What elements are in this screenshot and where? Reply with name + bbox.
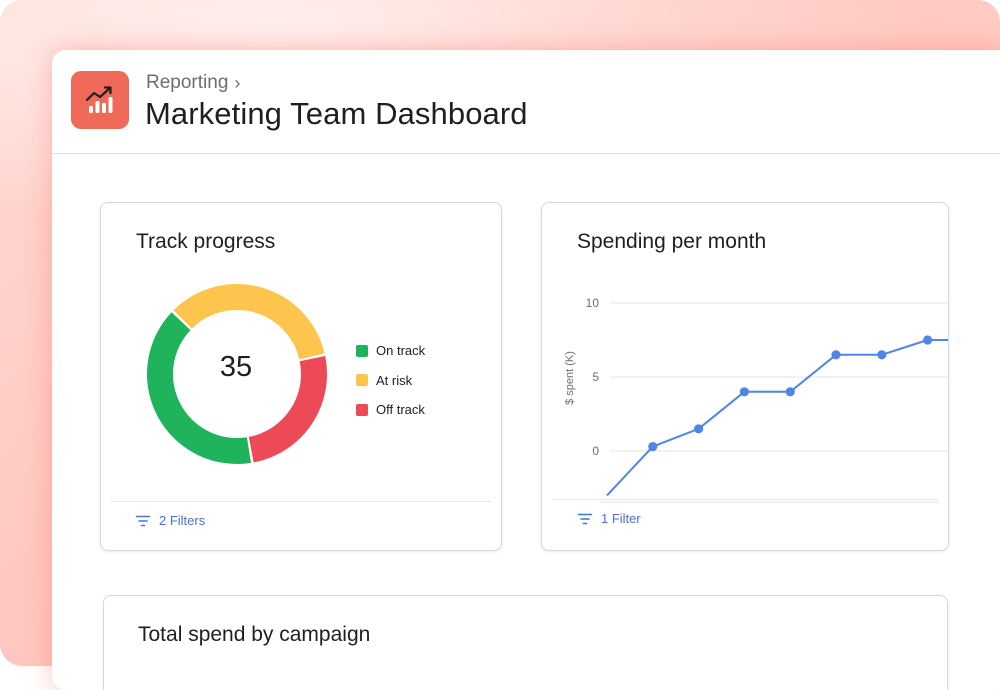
track-progress-title: Track progress xyxy=(136,230,276,253)
data-point[interactable] xyxy=(694,424,704,434)
filter-icon xyxy=(577,513,593,524)
breadcrumb-reporting[interactable]: Reporting xyxy=(146,72,229,93)
filter-icon xyxy=(135,515,151,526)
donut-total: 35 xyxy=(219,351,253,383)
y-axis-label: $ spent (K) xyxy=(564,351,576,405)
y-tick-label: 0 xyxy=(592,444,599,458)
breadcrumb[interactable]: Reporting › xyxy=(146,72,240,94)
campaign-title: Total spend by campaign xyxy=(138,623,371,646)
legend-item-at-risk[interactable]: At risk xyxy=(356,366,425,396)
data-point[interactable] xyxy=(831,350,841,360)
data-point[interactable] xyxy=(923,335,933,345)
legend-swatch xyxy=(356,403,368,416)
legend-swatch xyxy=(356,374,368,387)
spending-title: Spending per month xyxy=(577,230,767,253)
card-divider xyxy=(111,501,491,502)
y-tick-label: 10 xyxy=(586,296,600,310)
data-point[interactable] xyxy=(739,387,749,397)
y-tick-label: 5 xyxy=(592,370,599,384)
legend-item-on-track[interactable]: On track xyxy=(356,336,425,366)
data-point[interactable] xyxy=(785,387,795,397)
legend-label: At risk xyxy=(376,372,413,388)
chevron-right-icon: › xyxy=(234,72,241,93)
filter-label[interactable]: 1 Filter xyxy=(601,511,641,526)
donut-slice-at-risk[interactable] xyxy=(173,284,325,360)
spending-card: Spending per month 10 5 0 $ spent (K) 1 Fil… xyxy=(541,202,949,551)
campaign-card: Total spend by campaign xyxy=(103,595,948,690)
donut-slice-on-track[interactable] xyxy=(147,312,251,464)
series-line xyxy=(606,339,948,497)
filter-button[interactable]: 1 Filter xyxy=(577,511,641,526)
legend-label: On track xyxy=(376,343,426,359)
spending-line-chart: 10 5 0 $ spent (K) xyxy=(564,296,948,503)
track-progress-donut xyxy=(147,284,327,464)
chart-trend-icon xyxy=(71,71,129,129)
page-header: Reporting › Marketing Team Dashboard xyxy=(52,50,1000,154)
legend-label: Off track xyxy=(376,402,425,418)
track-progress-card: Track progress 35 On track At risk Off tra… xyxy=(100,202,502,551)
data-point[interactable] xyxy=(877,350,887,360)
legend-swatch xyxy=(356,344,368,357)
dashboard-window: Reporting › Marketing Team Dashboard Tra… xyxy=(52,50,1000,690)
card-divider xyxy=(552,499,938,500)
data-point[interactable] xyxy=(648,441,658,452)
donut-slice-off-track[interactable] xyxy=(248,356,327,463)
filters-label[interactable]: 2 Filters xyxy=(159,513,206,528)
page-title: Marketing Team Dashboard xyxy=(145,96,528,131)
legend-item-off-track[interactable]: Off track xyxy=(356,395,425,425)
donut-legend: On track At risk Off track xyxy=(356,336,425,425)
filters-button[interactable]: 2 Filters xyxy=(135,513,205,528)
